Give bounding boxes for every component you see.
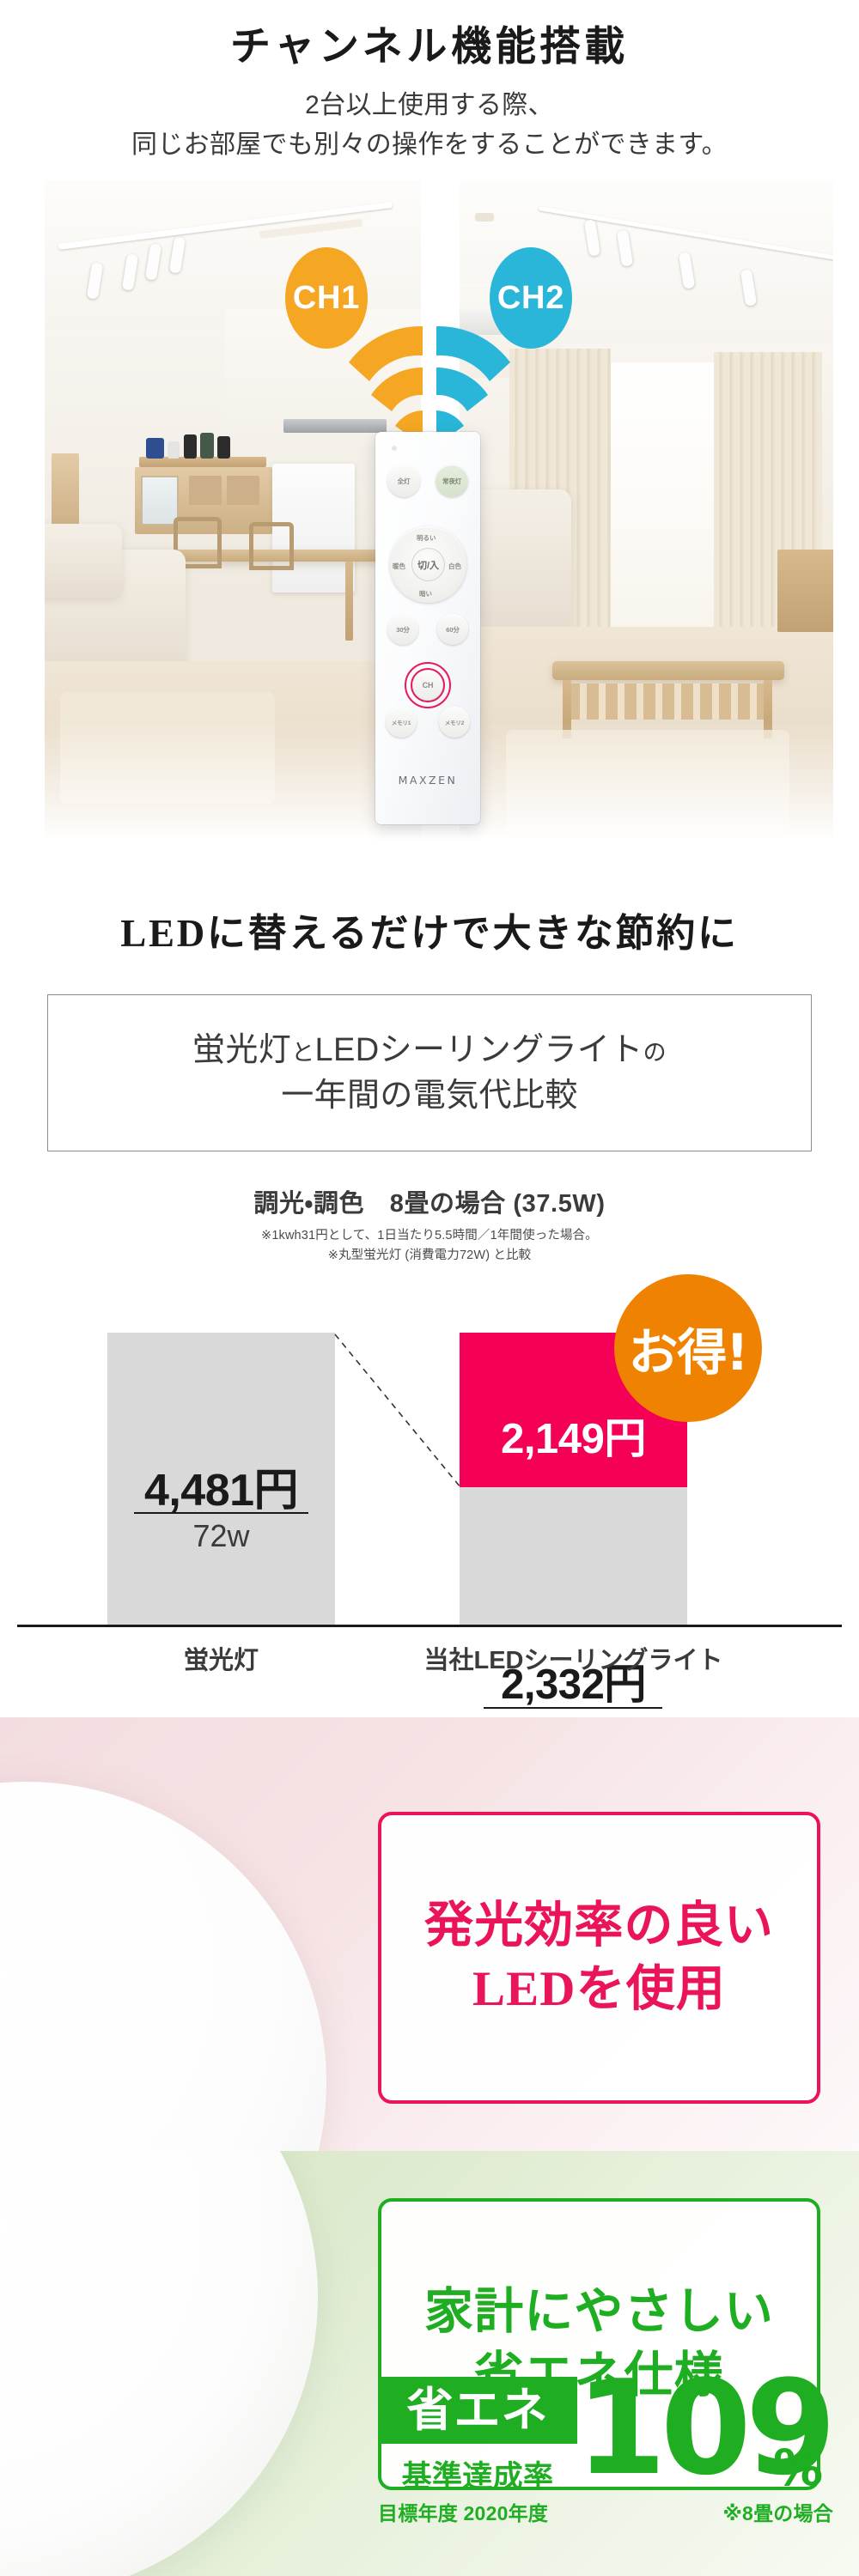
energy-saving-value: 109 — [576, 2352, 837, 2504]
cost-footnote-1: ※1kwh31円として、1日当たり5.5時間／1年間使った場合。 — [261, 1229, 598, 1242]
cost-box-line1: 蛍光灯とLEDシーリングライトの — [192, 1028, 667, 1072]
shelf-left — [52, 453, 79, 531]
energy-saving-target-year: 目標年度 2020年度 — [378, 2502, 549, 2524]
chart-label-led: 当社LEDシーリングライト — [423, 1647, 723, 1674]
ceiling-vent — [475, 213, 494, 222]
green-canister — [200, 433, 214, 459]
channel-badge-ch1: CH1 — [285, 247, 368, 349]
photo-fade-left — [45, 721, 421, 850]
cost-condition: 調光・調色 8畳の場合 (37.5W) — [253, 1190, 606, 1218]
channel-feature-section: チャンネル機能搭載 2台以上使用する際、 同じお部屋でも別々の操作をすることがで… — [0, 0, 859, 859]
chair-back-1 — [174, 517, 222, 568]
electricity-cost-bar-chart: 4,481円 72w 2,149円 2,332円 37.5w お得! 蛍光灯 当… — [0, 1259, 859, 1747]
cost-box-and: と — [291, 1040, 315, 1066]
channel-highlight-ring — [405, 662, 451, 708]
cost-comparison-box: 蛍光灯とLEDシーリングライトの 一年間の電気代比較 — [47, 994, 812, 1151]
bar-fluorescent-amount: 4,481円 — [143, 1466, 299, 1516]
channel-subheading-line2: 同じお部屋でも別々の操作をすることができます。 — [131, 130, 728, 159]
energy-saving-unit: % — [773, 2439, 824, 2497]
savings-badge: お得! — [614, 1274, 762, 1422]
counter-top — [139, 457, 266, 467]
photo-fade-right — [460, 721, 833, 850]
remote-button-bright[interactable]: 明るい — [417, 534, 436, 542]
remote-button-warm[interactable]: 暖色 — [393, 562, 405, 570]
bar-led-rule — [484, 1707, 662, 1709]
luminous-efficacy-card: 発光効率の良い LEDを使用 — [378, 1812, 820, 2104]
coffee-table-slats — [568, 683, 767, 720]
cost-footnote-2: ※丸型蛍光灯 (消費電力72W) と比較 — [327, 1249, 532, 1263]
basket-2 — [227, 476, 259, 505]
energy-saving-tag: 省エネ — [378, 2377, 577, 2444]
sideboard — [777, 550, 833, 632]
channel-badge-ch2: CH2 — [490, 247, 572, 349]
bar-led-cost: 2,332円 37.5w — [460, 1487, 687, 1747]
energy-saving-card-line1: 家計にやさしい — [424, 2284, 774, 2339]
cost-box-no: の — [643, 1040, 667, 1066]
cost-comparison-section: LEDに替えるだけで大きな節約に 蛍光灯とLEDシーリングライトの 一年間の電気… — [0, 859, 859, 1747]
remote-button-full-light[interactable]: 全灯 — [387, 465, 420, 497]
coffee-table — [552, 661, 784, 680]
remote-button-night-light[interactable]: 常夜灯 — [436, 465, 468, 497]
dining-table — [127, 550, 385, 562]
cost-heading: LEDに替えるだけで大きな節約に — [120, 912, 739, 955]
remote-button-timer-30[interactable]: 30分 — [387, 614, 418, 645]
table-leg-2 — [345, 562, 353, 641]
energy-saving-card-text: 家計にやさしい 省エネ仕様 — [424, 2281, 774, 2408]
remote-button-timer-60[interactable]: 60分 — [437, 614, 468, 645]
bar-led-cost-value: 2,332円 — [501, 1662, 646, 1708]
refrigerator — [272, 464, 355, 592]
cost-comparison-box-text: 蛍光灯とLEDシーリングライトの 一年間の電気代比較 — [192, 1028, 667, 1118]
bar-fluorescent-wattage: 72w — [192, 1518, 250, 1553]
remote-button-memory-1[interactable]: メモリ1 — [386, 707, 417, 738]
dark-canister-1 — [184, 434, 197, 459]
channel-heading: チャンネル機能搭載 — [230, 25, 629, 70]
luminous-efficacy-section: 発光効率の良い LEDを使用 — [0, 1717, 859, 2151]
remote-dial[interactable]: 明るい 暖色 白色 暗い 切/入 — [390, 526, 466, 603]
remote-control: 全灯 常夜灯 明るい 暖色 白色 暗い 切/入 30分 60分 CH メモリ1 … — [375, 432, 480, 824]
remote-button-channel[interactable]: CH — [413, 671, 442, 700]
bar-led-savings-value: 2,149円 — [501, 1416, 646, 1462]
remote-brand-logo: MAXZEN — [398, 774, 458, 787]
blue-pot — [146, 438, 164, 459]
cost-box-fluorescent: 蛍光灯 — [192, 1032, 292, 1069]
sofa-back-cushion — [45, 524, 122, 598]
wifi-signal-icon — [349, 325, 510, 439]
cost-footnotes: ※1kwh31円として、1日当たり5.5時間／1年間使った場合。 ※丸型蛍光灯 … — [0, 1226, 859, 1267]
channel-subheading-line1: 2台以上使用する際、 — [305, 91, 554, 119]
remote-button-power[interactable]: 切/入 — [411, 548, 445, 581]
remote-ir-emitter — [392, 446, 397, 451]
chart-baseline — [17, 1625, 842, 1627]
chart-label-fluorescent: 蛍光灯 — [183, 1647, 259, 1674]
remote-button-dark[interactable]: 暗い — [419, 590, 432, 598]
luminous-efficacy-card-text: 発光効率の良い LEDを使用 — [424, 1894, 774, 2021]
cost-box-led: LEDシーリングライト — [314, 1032, 643, 1069]
chair-back-2 — [249, 522, 294, 570]
range-hood — [283, 419, 387, 433]
ceiling-light-illustration-pink — [0, 1782, 326, 2151]
energy-saving-section: 家計にやさしい 省エネ仕様 — [0, 2151, 859, 2576]
energy-saving-footnote: ※8畳の場合 — [722, 2502, 833, 2524]
cabinet-glass-door — [141, 476, 179, 526]
luminous-efficacy-card-line2: LEDを使用 — [472, 1962, 727, 2016]
channel-subheading: 2台以上使用する際、 同じお部屋でも別々の操作をすることができます。 — [0, 86, 859, 164]
bar-fluorescent-value: 4,481円 — [107, 1454, 335, 1518]
white-jar — [168, 441, 180, 459]
cost-box-line2: 一年間の電気代比較 — [281, 1077, 578, 1114]
coffee-table-leg-2 — [764, 680, 772, 738]
bar-fluorescent-rule — [134, 1512, 308, 1514]
energy-saving-subtitle: 基準達成率 — [401, 2460, 554, 2494]
dark-canister-2 — [217, 436, 230, 459]
remote-button-white[interactable]: 白色 — [448, 562, 461, 570]
basket-1 — [189, 476, 222, 505]
bar-fluorescent: 4,481円 72w — [107, 1333, 335, 1625]
remote-button-memory-2[interactable]: メモリ2 — [439, 707, 470, 738]
comparison-dashed-line — [334, 1334, 461, 1488]
coffee-table-leg-1 — [563, 680, 571, 738]
window-light — [611, 362, 714, 637]
luminous-efficacy-card-line1: 発光効率の良い — [424, 1898, 774, 1953]
